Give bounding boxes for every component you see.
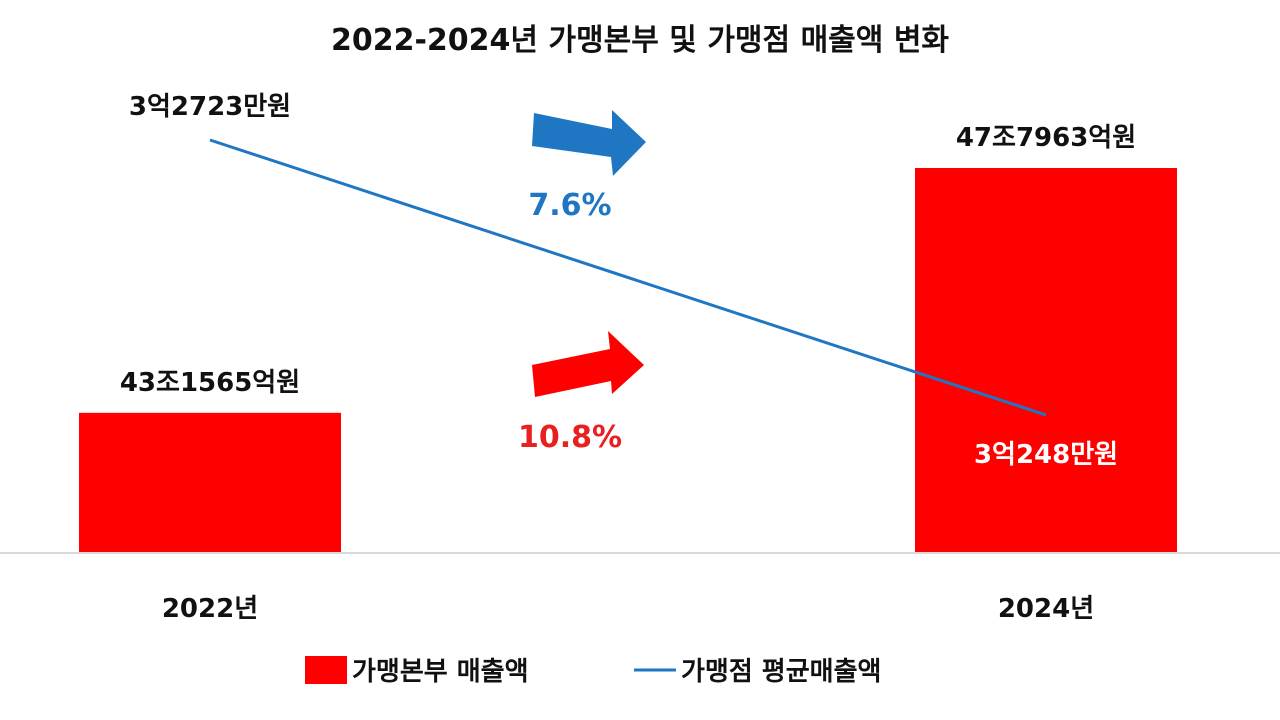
- bar-data-label-1: 47조7963억원: [956, 123, 1136, 153]
- tick-layer: 2022년 2024년: [162, 594, 1094, 624]
- line-data-label-0: 3억2723만원: [129, 92, 291, 122]
- legend-swatch-bar: [305, 656, 347, 684]
- growth-percent-1: 10.8%: [518, 420, 622, 455]
- bar-0: [79, 412, 341, 553]
- chart-title: 2022-2024년 가맹본부 및 가맹점 매출액 변화: [331, 23, 949, 58]
- arrow-layer: 7.6% 10.8%: [518, 110, 646, 455]
- legend-label-line: 가맹점 평균매출액: [681, 657, 881, 687]
- legend-label-bar: 가맹본부 매출액: [352, 657, 529, 687]
- bar-data-label-0: 43조1565억원: [120, 368, 300, 398]
- growth-arrow-1: [532, 331, 644, 397]
- x-tick-label-0: 2022년: [162, 594, 258, 624]
- line-layer: [209, 138, 1047, 417]
- line-data-label-1: 3억248만원: [974, 440, 1118, 470]
- growth-percent-0: 7.6%: [528, 188, 611, 223]
- line-series-path: [209, 138, 1047, 417]
- label-layer: 43조1565억원 47조7963억원 3억2723만원 3억248만원: [120, 92, 1136, 470]
- bars-layer: [79, 168, 1177, 553]
- growth-arrow-0: [532, 110, 646, 176]
- bar-1: [915, 168, 1177, 553]
- legend: 가맹본부 매출액 가맹점 평균매출액: [305, 656, 881, 687]
- x-tick-label-1: 2024년: [998, 594, 1094, 624]
